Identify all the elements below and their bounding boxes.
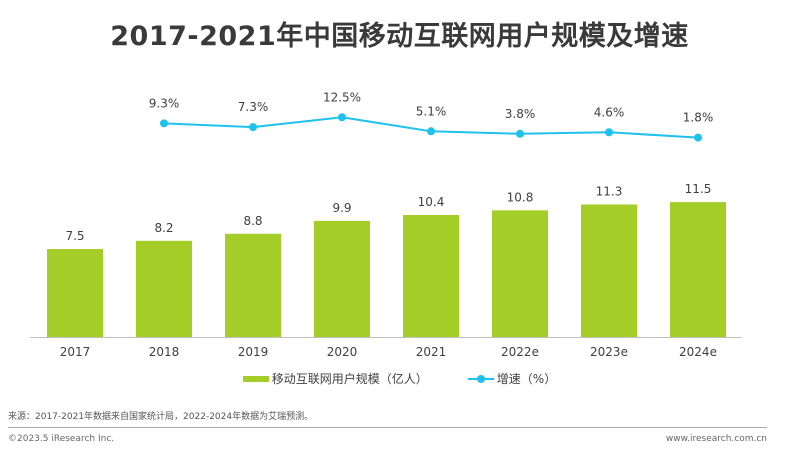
x-tick-2023e: 2023e [590, 345, 628, 359]
bar-2022e [492, 210, 548, 337]
growth-point-2023e [605, 128, 613, 137]
growth-label-2021: 5.1% [416, 104, 447, 118]
growth-label-2022e: 3.8% [505, 107, 536, 121]
growth-point-2020 [338, 113, 346, 122]
x-tick-2018: 2018 [149, 345, 180, 359]
bar-2023e [581, 204, 637, 337]
bar-label-2018: 8.2 [154, 221, 173, 235]
x-tick-2024e: 2024e [679, 345, 717, 359]
bar-label-2020: 9.9 [332, 201, 351, 215]
bar-2024e [670, 202, 726, 337]
legend-item-users: 移动互联网用户规模（亿人） [242, 370, 428, 387]
legend: 移动互联网用户规模（亿人） 增速（%） [0, 370, 799, 387]
copyright: ©2023.5 iResearch Inc. [8, 434, 115, 444]
growth-label-2023e: 4.6% [594, 105, 625, 119]
bar-label-2023e: 11.3 [596, 184, 623, 198]
legend-bar-swatch [242, 375, 269, 382]
bar-2021 [403, 215, 459, 337]
x-tick-2017: 2017 [60, 345, 91, 359]
growth-label-2020: 12.5% [323, 90, 361, 104]
growth-label-2019: 7.3% [238, 100, 269, 114]
x-tick-2021: 2021 [416, 345, 447, 359]
bar-label-2019: 8.8 [243, 214, 262, 228]
source-note: 来源：2017-2021年数据来自国家统计局，2022-2024年数据为艾瑞预测… [8, 412, 314, 422]
bar-2018 [136, 240, 192, 337]
bar-2019 [225, 233, 281, 337]
x-tick-2022e: 2022e [501, 345, 539, 359]
bar-label-2024e: 11.5 [685, 182, 712, 196]
legend-line-swatch [467, 374, 494, 383]
x-tick-2019: 2019 [238, 345, 269, 359]
website-link: www.iresearch.com.cn [665, 434, 767, 444]
legend-label-users: 移动互联网用户规模（亿人） [271, 372, 428, 386]
growth-label-2024e: 1.8% [683, 111, 714, 125]
bar-label-2021: 10.4 [418, 195, 445, 209]
chart: 7.5 2017 8.2 2018 8.8 2019 9.9 2020 10.4 2021 10.8… [30, 90, 742, 359]
legend-item-growth: 增速（%） [467, 370, 557, 387]
bar-2020 [314, 220, 370, 337]
growth-point-2021 [427, 127, 435, 136]
x-tick-2020: 2020 [327, 345, 358, 359]
bar-2017 [47, 249, 103, 337]
chart-title: 2017-2021年中国移动互联网用户规模及增速 [110, 21, 689, 52]
bar-label-2017: 7.5 [65, 229, 84, 243]
growth-point-2018 [160, 119, 168, 128]
footer-divider [8, 427, 767, 428]
growth-label-2018: 9.3% [149, 96, 180, 110]
legend-label-growth: 增速（%） [496, 372, 557, 386]
bar-label-2022e: 10.8 [507, 190, 534, 204]
growth-point-2022e [516, 129, 524, 138]
growth-point-2019 [249, 123, 257, 132]
growth-point-2024e [694, 133, 702, 142]
